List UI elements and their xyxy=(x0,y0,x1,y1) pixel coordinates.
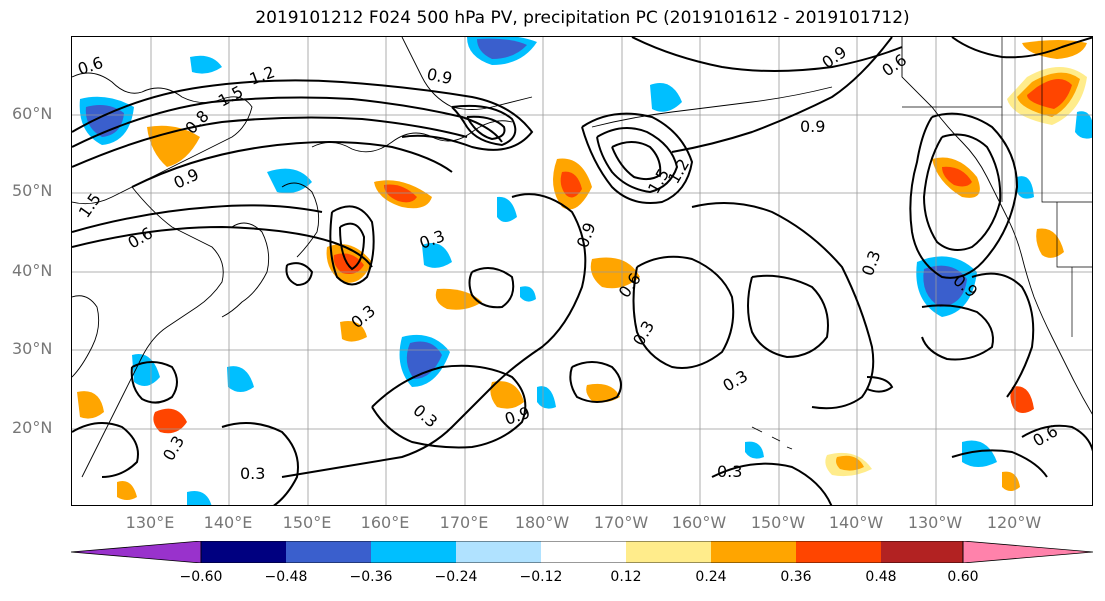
pos-area-18 xyxy=(1002,471,1020,491)
colorbar-tick: −0.12 xyxy=(519,569,563,585)
colorbar-segment xyxy=(881,541,963,563)
neg-area-12 xyxy=(190,55,222,74)
contour-label: 0.3 xyxy=(240,464,265,483)
colorbar-extend-low xyxy=(71,541,202,563)
contour-label: 0.9 xyxy=(800,117,825,136)
colorbar-segment xyxy=(711,541,796,563)
colorbar-segment xyxy=(796,541,881,563)
lon-label-150e: 150°E xyxy=(282,513,332,532)
contour-label: 0.6 xyxy=(75,53,105,79)
colorbar-segment xyxy=(286,541,371,563)
colorbar-segment xyxy=(626,541,711,563)
borders xyxy=(902,37,1092,337)
colorbar-tick: 0.48 xyxy=(865,569,897,585)
pos-area-8 xyxy=(590,257,640,289)
colorbar-tick: −0.24 xyxy=(434,569,478,585)
pos-area-17 xyxy=(340,321,367,342)
colorbar xyxy=(71,541,1093,563)
lon-label-140e: 140°E xyxy=(203,513,253,532)
neg-area-17 xyxy=(745,441,764,459)
lon-label-120w: 120°W xyxy=(986,513,1042,532)
lon-label-150w: 150°W xyxy=(750,513,806,532)
colorbar-tick: −0.48 xyxy=(264,569,308,585)
neg-area-8 xyxy=(497,196,517,222)
contour-label: 0.3 xyxy=(629,317,658,349)
contour-label: 1.5 xyxy=(215,82,246,111)
contour-label: 1.2 xyxy=(247,62,277,89)
colorbar-tick: 0.12 xyxy=(610,569,642,585)
neg-area-1b xyxy=(923,265,967,307)
colorbar-tick: 0.60 xyxy=(947,569,979,585)
pos-area-4b xyxy=(560,171,582,198)
lat-label-20n: 20°N xyxy=(12,418,53,437)
neg-area-11 xyxy=(1075,111,1092,139)
coastlines xyxy=(72,37,1092,478)
pos-area-1c xyxy=(1027,78,1072,109)
map-canvas: 0.6 1.5 1.2 0.9 0.8 1.5 0.9 0.6 0.3 0.3 … xyxy=(72,37,1092,505)
lon-label-140w: 140°W xyxy=(828,513,884,532)
neg-area-5 xyxy=(650,83,682,112)
neg-area-9 xyxy=(132,353,160,386)
pos-area-11 xyxy=(586,383,620,403)
colorbar-extend-high xyxy=(962,541,1093,563)
map-title: 2019101212 F024 500 hPa PV, precipitatio… xyxy=(255,8,910,28)
colorbar-segment xyxy=(201,541,286,563)
pos-area-19 xyxy=(117,481,137,500)
neg-area-10 xyxy=(227,366,254,392)
lon-label-160e: 160°E xyxy=(360,513,410,532)
contour-label: 0.3 xyxy=(717,462,742,481)
neg-area-14 xyxy=(962,440,997,467)
contour-label: 0.3 xyxy=(159,432,188,464)
lat-label-50n: 50°N xyxy=(12,181,53,200)
lon-label-170e: 170°E xyxy=(439,513,489,532)
pos-area-5b xyxy=(384,184,417,203)
neg-area-16 xyxy=(1017,176,1034,199)
lon-label-180w: 180°W xyxy=(514,513,570,532)
contour-label: 0.3 xyxy=(409,401,441,432)
map-panel: 0.6 1.5 1.2 0.9 0.8 1.5 0.9 0.6 0.3 0.3 … xyxy=(71,36,1093,506)
colorbar-segment xyxy=(541,541,626,563)
colorbar-segment xyxy=(456,541,541,563)
pos-area-15 xyxy=(153,408,187,434)
colorbar-tick: 0.24 xyxy=(695,569,727,585)
pos-area-6b xyxy=(333,253,364,274)
pos-area-14 xyxy=(1036,228,1064,258)
colorbar-tick: −0.60 xyxy=(179,569,223,585)
neg-area-4b xyxy=(477,38,527,59)
colorbar-tick: 0.36 xyxy=(780,569,812,585)
neg-area-6 xyxy=(267,168,312,194)
contour-label: 1.5 xyxy=(75,190,105,222)
lon-label-130e: 130°E xyxy=(125,513,175,532)
neg-area-18 xyxy=(520,286,536,302)
pos-area-3b xyxy=(942,166,972,187)
pv-contours xyxy=(72,37,1092,505)
neg-area-7 xyxy=(422,243,452,268)
neg-area-15 xyxy=(187,491,212,505)
colorbar-tick: −0.36 xyxy=(349,569,393,585)
lat-label-40n: 40°N xyxy=(12,261,53,280)
pos-area-16 xyxy=(77,391,104,419)
contour-label: 0.9 xyxy=(573,220,600,250)
lat-label-30n: 30°N xyxy=(12,339,53,358)
graticule xyxy=(72,37,1092,505)
pos-area-7 xyxy=(435,288,482,310)
contour-label: 0.3 xyxy=(858,248,885,278)
lon-label-160w: 160°W xyxy=(671,513,727,532)
lon-label-170w: 170°W xyxy=(593,513,649,532)
colorbar-segment xyxy=(371,541,456,563)
neg-area-13 xyxy=(537,386,556,409)
pos-area-13 xyxy=(1010,386,1034,413)
pos-area-10 xyxy=(490,381,524,409)
contour-labels: 0.6 1.5 1.2 0.9 0.8 1.5 0.9 0.6 0.3 0.3 … xyxy=(75,42,1061,483)
contour-label: 0.9 xyxy=(425,64,454,88)
lon-label-130w: 130°W xyxy=(907,513,963,532)
lat-label-60n: 60°N xyxy=(12,104,53,123)
contour-label: 0.3 xyxy=(720,366,752,395)
